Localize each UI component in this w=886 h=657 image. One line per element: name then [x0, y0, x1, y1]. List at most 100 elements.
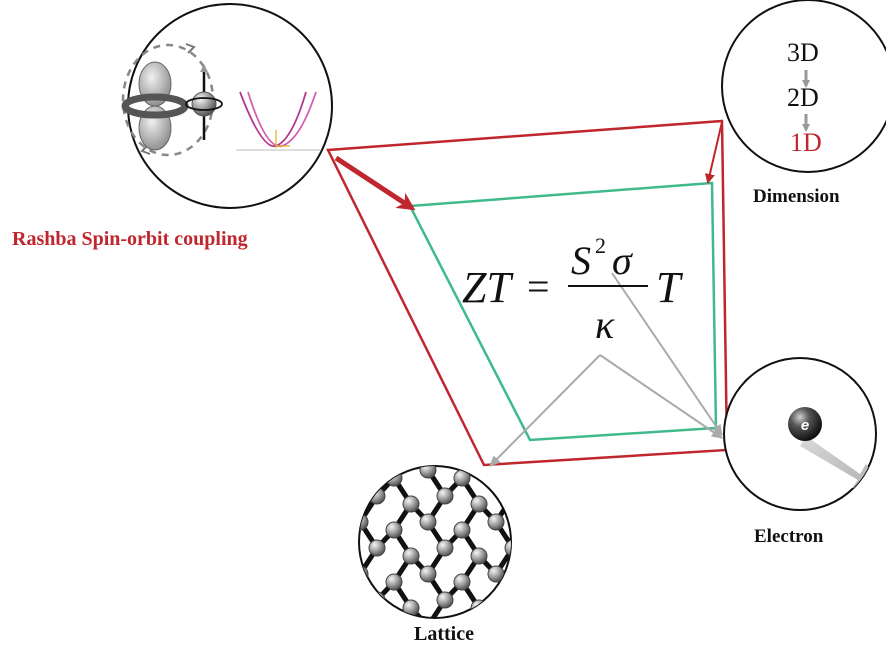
- lattice-atom: [573, 488, 589, 504]
- lattice-bond: [496, 418, 513, 444]
- lattice-atom: [539, 444, 555, 460]
- lattice-bond: [598, 582, 615, 608]
- lattice-bond: [530, 530, 547, 556]
- lattice-bond: [360, 418, 377, 444]
- dimension-level-2d: 2D: [787, 83, 819, 112]
- lattice-bond: [309, 582, 326, 600]
- zt-formula: ZT = S 2 σ κ T: [462, 233, 684, 347]
- lattice-atom: [539, 600, 555, 616]
- dimension-circle: [721, 0, 886, 173]
- lattice-atom: [487, 513, 505, 531]
- lattice-atom: [386, 418, 402, 434]
- lattice-label: Lattice: [414, 623, 474, 645]
- lattice-bond: [493, 598, 511, 618]
- lattice-bond: [547, 504, 564, 522]
- lattice-atom: [359, 617, 369, 618]
- lattice-bond: [598, 478, 615, 504]
- lattice-atom: [556, 410, 572, 426]
- lattice-atom: [301, 436, 317, 452]
- lattice-bond: [598, 426, 615, 452]
- formula-lhs: ZT: [462, 263, 514, 312]
- lattice-atom: [556, 462, 572, 478]
- orbital-torus-icon: [121, 93, 189, 119]
- lattice-atom: [284, 566, 300, 582]
- lattice-bond: [359, 554, 362, 576]
- lattice-bond: [493, 468, 511, 498]
- lattice-bond: [326, 530, 343, 556]
- lattice-atom: [301, 592, 317, 608]
- lattice-bond: [581, 582, 598, 600]
- lattice-atom: [368, 487, 386, 505]
- lattice-atom: [539, 548, 555, 564]
- lattice-atom: [318, 418, 334, 434]
- lattice-bond: [598, 608, 615, 634]
- lattice-bond: [326, 608, 343, 634]
- lattice-atom: [386, 626, 402, 642]
- lattice-atom: [284, 410, 300, 426]
- lattice-atom: [419, 513, 437, 531]
- lattice-atom: [284, 462, 300, 478]
- lattice-bond: [547, 608, 564, 626]
- spin-sphere-icon: [191, 91, 217, 117]
- lattice-atom: [522, 522, 538, 538]
- lattice-atom: [318, 522, 334, 538]
- lattice-bond: [326, 478, 343, 504]
- electron-ball-icon: [788, 407, 822, 441]
- dimension-level-1d: 1D: [790, 128, 822, 157]
- lattice-atom: [470, 495, 488, 513]
- gray-arrows: [489, 272, 723, 467]
- lattice-bond: [564, 548, 581, 574]
- lattice-bond: [326, 556, 343, 582]
- lattice-atom: [385, 573, 403, 591]
- lattice-atom: [437, 436, 453, 452]
- lattice-atom: [573, 540, 589, 556]
- rashba-label: Rashba Spin-orbit coupling: [12, 228, 248, 250]
- lattice-atom: [504, 591, 511, 609]
- formula-numerator-exp: 2: [595, 233, 606, 258]
- lattice-bond: [359, 466, 380, 472]
- lattice-atom: [590, 418, 606, 434]
- red-arrows: [334, 121, 723, 211]
- lattice-atom: [335, 444, 351, 460]
- lattice-atom: [436, 487, 454, 505]
- lattice-atom: [522, 574, 538, 590]
- electron-symbol: e: [801, 417, 809, 434]
- electron-label: Electron: [754, 526, 824, 547]
- lattice-atom: [453, 521, 471, 539]
- formula-rhs: T: [656, 263, 684, 312]
- lattice-bond: [530, 608, 547, 634]
- lattice-bond: [564, 522, 581, 548]
- lattice-bond: [564, 574, 581, 600]
- lattice-atom: [318, 574, 334, 590]
- lattice-atom: [573, 436, 589, 452]
- lattice-bond: [530, 452, 547, 478]
- formula-numerator-base: S: [571, 238, 591, 283]
- lattice-atom: [402, 599, 420, 617]
- lattice-bond: [530, 478, 547, 504]
- lattice-atom: [487, 617, 505, 618]
- lattice-bond: [359, 598, 380, 618]
- lattice-bond: [598, 504, 615, 530]
- lattice-atom: [335, 600, 351, 616]
- lattice-bond: [326, 582, 343, 608]
- lattice-atom: [607, 548, 623, 564]
- band-dispersion-icon: [236, 91, 320, 151]
- lattice-bond: [513, 582, 530, 600]
- lattice-bond: [564, 470, 581, 496]
- lattice-atom: [419, 565, 437, 583]
- dimension-level-3d: 3D: [787, 38, 819, 67]
- lattice-atom: [385, 521, 403, 539]
- lattice-atom: [335, 548, 351, 564]
- lattice-atom: [436, 539, 454, 557]
- lattice-bond: [428, 418, 445, 444]
- lattice-bond: [292, 496, 309, 522]
- rashba-circle: [121, 3, 333, 209]
- lattice-atom: [453, 573, 471, 591]
- lattice-bond: [326, 452, 343, 478]
- lattice-bond: [359, 468, 380, 498]
- lattice-atom: [607, 496, 623, 512]
- lattice-atom: [590, 574, 606, 590]
- formula-equals: =: [527, 264, 550, 309]
- lattice-bond: [581, 478, 598, 496]
- lattice-atom: [420, 410, 436, 426]
